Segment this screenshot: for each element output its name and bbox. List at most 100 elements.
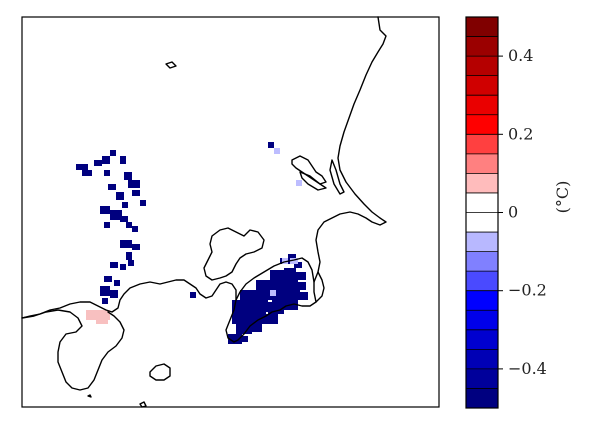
anomaly-cell xyxy=(110,262,118,268)
anomaly-cell xyxy=(120,264,126,270)
colorbar-cell xyxy=(466,95,498,116)
map-background xyxy=(22,17,439,407)
island-1 xyxy=(149,363,171,381)
anomaly-cell xyxy=(274,148,280,154)
anomaly-cell xyxy=(108,184,116,190)
anomaly-cell xyxy=(296,272,306,280)
anomaly-cell xyxy=(102,298,108,304)
anomaly-cell xyxy=(120,156,126,164)
anomaly-cell xyxy=(290,258,298,264)
colorbar-cell xyxy=(466,75,498,96)
anomaly-cell xyxy=(120,240,132,248)
colorbar-cells xyxy=(466,17,498,409)
colorbar-tick-label: −0.2 xyxy=(508,281,547,300)
anomaly-cell xyxy=(232,300,250,312)
anomaly-cell xyxy=(240,290,256,300)
coastline-lagoon-1 xyxy=(291,155,327,185)
colorbar-cell xyxy=(466,232,498,252)
colorbar-tick-label: 0 xyxy=(508,203,518,222)
colorbar-cell xyxy=(466,134,498,155)
anomaly-cell xyxy=(252,324,262,332)
map-frame xyxy=(21,16,440,408)
anomaly-cell xyxy=(270,290,276,296)
anomaly-cell xyxy=(110,210,122,220)
colorbar-tick-label: 0.2 xyxy=(508,124,533,143)
anomaly-cell xyxy=(232,312,252,324)
anomaly-cell xyxy=(94,160,102,166)
anomaly-cell xyxy=(270,270,284,280)
anomaly-cell xyxy=(296,180,302,186)
coastlines xyxy=(21,16,387,408)
colorbar-cell xyxy=(466,56,498,76)
colorbar-unit-label: (°C) xyxy=(553,181,572,214)
island-4 xyxy=(87,394,92,398)
coastline-tokyo-bay xyxy=(315,271,325,303)
anomaly-cell xyxy=(126,222,132,228)
anomaly-cell xyxy=(120,216,128,222)
map-panel xyxy=(21,16,440,408)
island-3 xyxy=(139,401,147,408)
anomaly-cell xyxy=(82,170,92,176)
anomaly-cell xyxy=(100,286,110,296)
colorbar-tick-label: −0.4 xyxy=(508,359,547,378)
anomaly-cell xyxy=(86,310,110,320)
anomaly-cell xyxy=(270,280,284,290)
anomaly-cell xyxy=(102,156,110,164)
anomaly-cell xyxy=(228,334,242,344)
anomaly-cell xyxy=(268,142,274,148)
anomaly-cell xyxy=(236,324,252,334)
anomaly-cell xyxy=(132,190,140,196)
anomaly-cell xyxy=(104,222,110,228)
anomaly-cell xyxy=(268,302,284,314)
colorbar-cell xyxy=(466,329,498,350)
anomaly-cell xyxy=(124,172,132,180)
colorbar-cell xyxy=(466,114,498,135)
anomaly-cell xyxy=(286,290,300,300)
anomaly-cell xyxy=(284,278,298,290)
coastline-lagoon-3 xyxy=(329,159,345,195)
anomaly-cell xyxy=(110,290,118,298)
anomaly-cell xyxy=(140,200,146,206)
anomaly-cell xyxy=(96,318,108,324)
colorbar-ticks: 0.4 0.2 0 −0.2 −0.4 xyxy=(498,46,547,378)
anomaly-cell xyxy=(128,260,134,266)
anomaly-cell xyxy=(122,202,128,208)
anomaly-cell xyxy=(104,170,110,176)
colorbar-tick-label: 0.4 xyxy=(508,46,533,65)
anomaly-cell xyxy=(266,314,278,324)
anomaly-cell xyxy=(76,164,88,170)
colorbar-cell xyxy=(466,368,498,389)
anomaly-cell xyxy=(128,180,140,188)
anomaly-cells xyxy=(76,142,308,344)
colorbar-cell xyxy=(466,349,498,370)
anomaly-cell xyxy=(104,276,112,282)
colorbar-cell xyxy=(466,173,498,194)
anomaly-cell xyxy=(250,300,268,312)
colorbar-cell xyxy=(466,310,498,331)
anomaly-cell xyxy=(110,150,116,156)
colorbar-cell xyxy=(466,212,498,233)
anomaly-cell xyxy=(256,280,270,288)
anomaly-cell xyxy=(116,192,124,200)
colorbar: 0.4 0.2 0 −0.2 −0.4 (°C) xyxy=(465,16,572,409)
colorbar-cell xyxy=(466,290,498,311)
coastline-east xyxy=(21,16,387,343)
anomaly-cell xyxy=(282,258,288,264)
colorbar-cell xyxy=(466,192,498,213)
coastline-izu-peninsula xyxy=(235,257,315,301)
colorbar-cell xyxy=(466,388,498,409)
anomaly-cell xyxy=(114,280,120,286)
anomaly-cell xyxy=(298,282,306,290)
coastline-lagoon-2 xyxy=(299,171,327,191)
anomaly-cell xyxy=(288,254,296,260)
island-2 xyxy=(165,61,177,69)
anomaly-cell xyxy=(294,262,302,268)
coastline-west-peninsula xyxy=(21,309,125,391)
anomaly-cell xyxy=(300,292,308,300)
colorbar-cell xyxy=(466,251,498,272)
colorbar-cell xyxy=(466,271,498,291)
colorbar-cell xyxy=(466,17,498,37)
colorbar-cell xyxy=(466,153,498,174)
coastline-peninsula-north xyxy=(203,227,265,281)
